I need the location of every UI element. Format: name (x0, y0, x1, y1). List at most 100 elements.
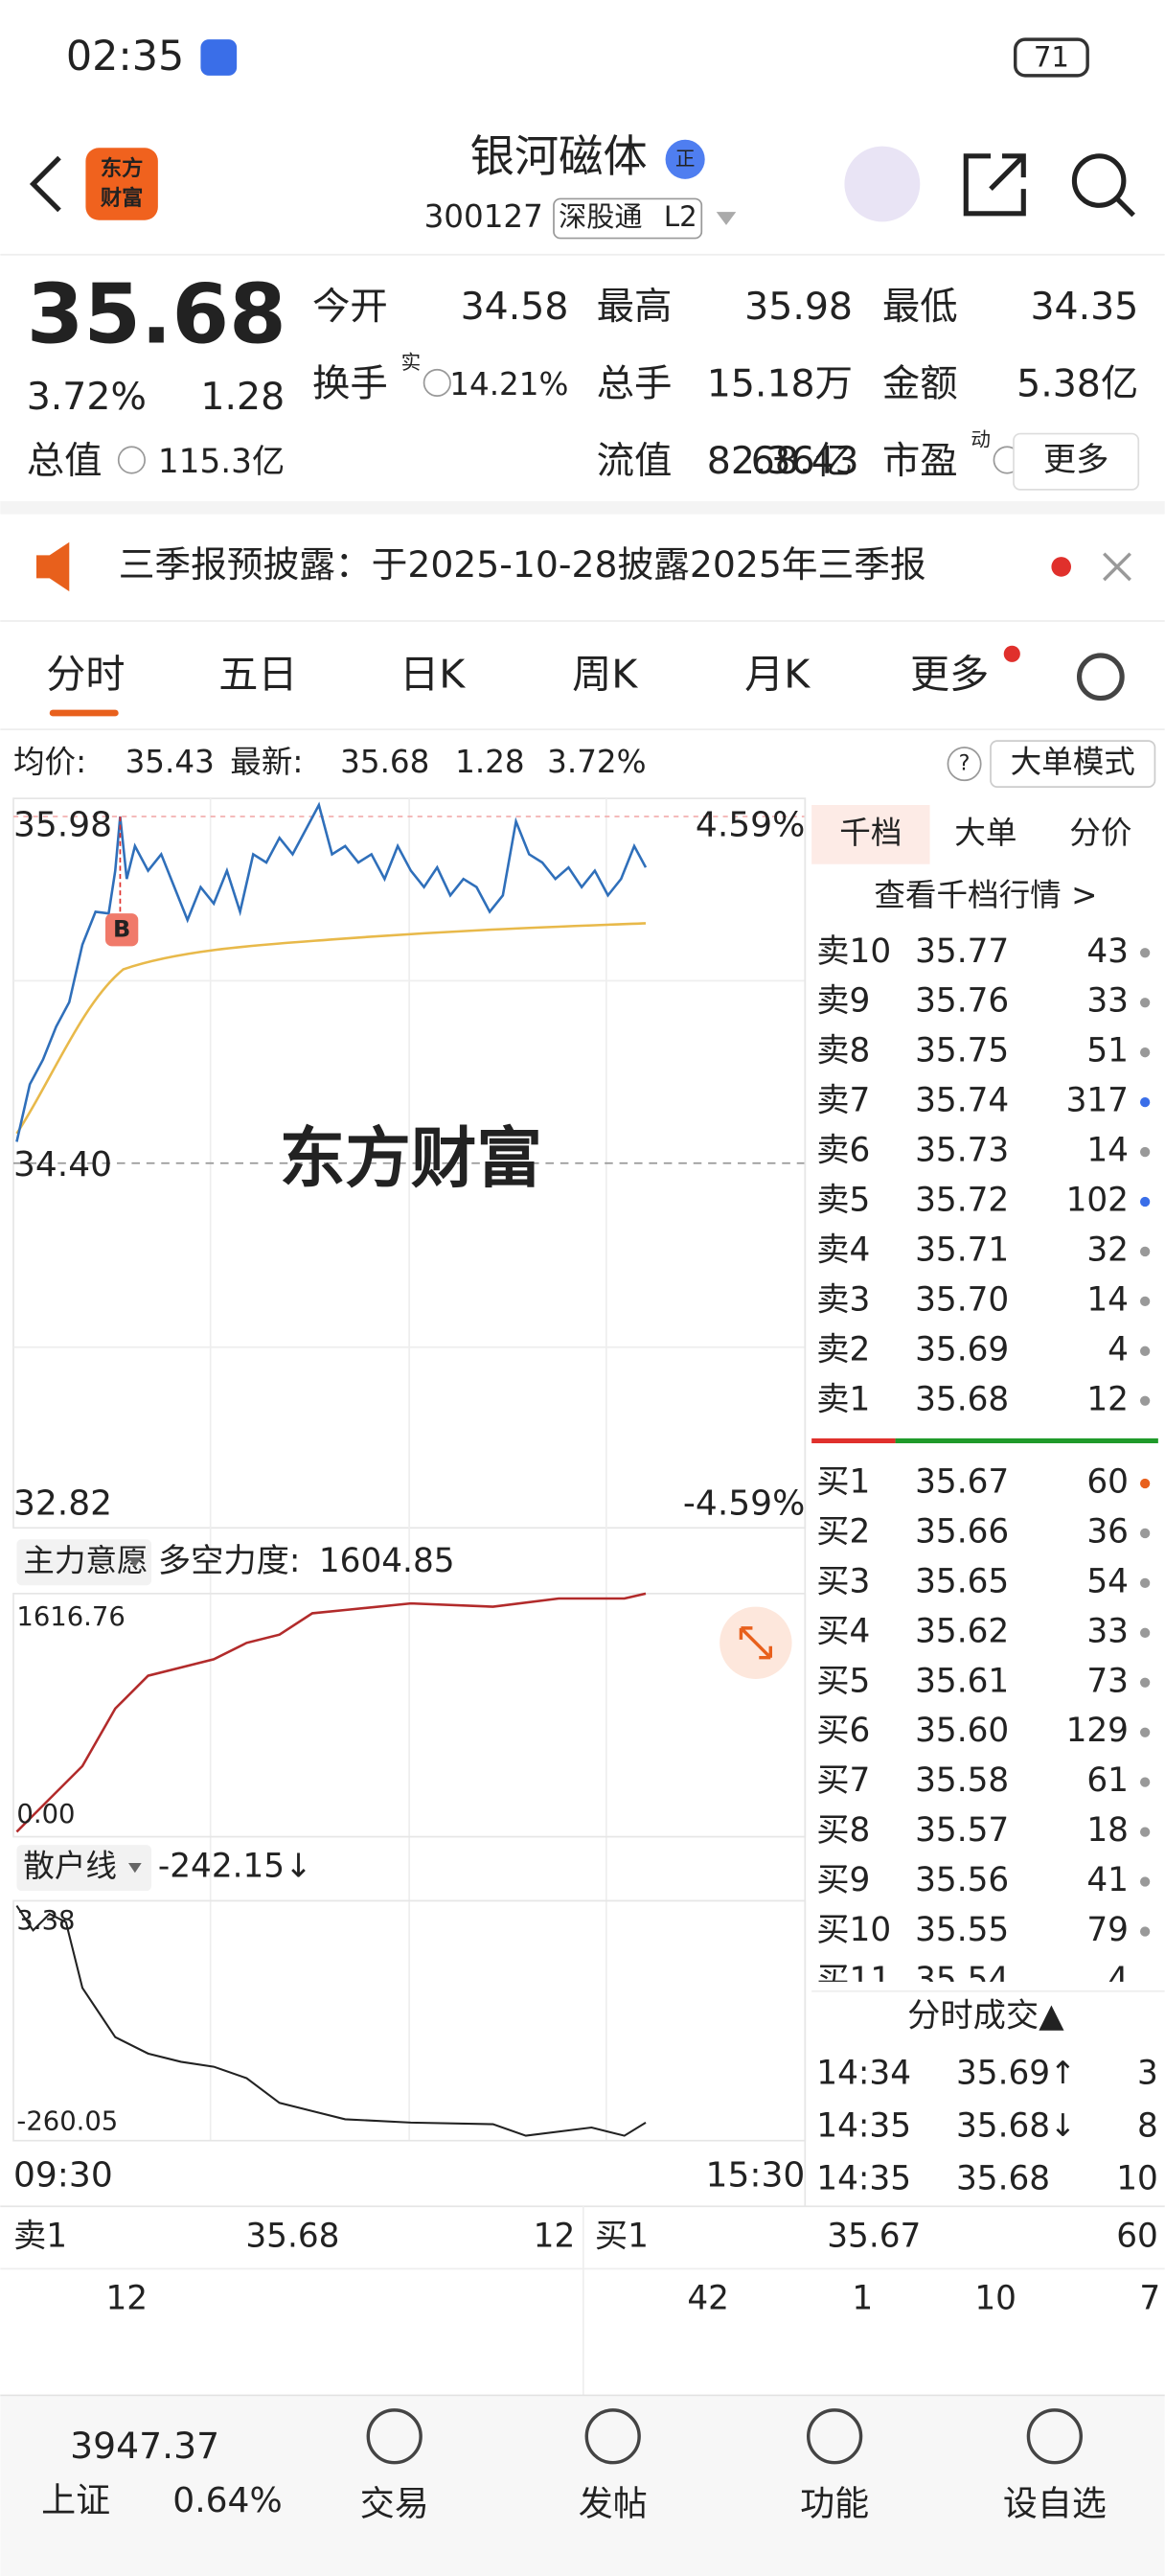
ask-price: 35.75 (915, 1032, 1009, 1070)
tag: L2 (664, 200, 697, 233)
field-value: 5.38亿 (1017, 361, 1138, 405)
bid-label: 买1 (816, 1463, 870, 1502)
indicator-min: 0.00 (16, 1800, 75, 1829)
tab[interactable]: 五日 (218, 651, 297, 697)
queue-volume: 1 (852, 2279, 873, 2317)
volume-dot (1140, 1096, 1151, 1108)
nav-icon[interactable] (366, 2408, 423, 2465)
nav-label[interactable]: 交易 (360, 2484, 429, 2523)
field-label: 最高 (597, 285, 673, 329)
field-label: 今开 (312, 285, 388, 329)
ask-volume: 43 (1086, 932, 1129, 971)
bid-label: 买9 (816, 1861, 870, 1899)
badge-text: 正 (675, 147, 696, 170)
field-value: 35.98 (744, 285, 853, 329)
close-icon[interactable] (1103, 552, 1131, 582)
ask-price: 35.74 (915, 1082, 1009, 1120)
trade-arrow: ↑ (1050, 2055, 1076, 2091)
field-value: 68.43 (751, 439, 859, 483)
bid-label: 买7 (816, 1761, 870, 1800)
queue-volume: 7 (1139, 2279, 1160, 2317)
ask-price: 35.71 (915, 1230, 1009, 1269)
trade-volume: 10 (1116, 2159, 1158, 2197)
field-value: 115.3亿 (158, 443, 285, 481)
tab[interactable]: 分时 (46, 651, 125, 697)
more-button (1013, 432, 1140, 491)
nav-icon[interactable] (807, 2408, 863, 2465)
avg-line (15, 922, 647, 1135)
field-label: 总手 (597, 361, 673, 405)
nav-icon[interactable] (584, 2408, 641, 2465)
tab[interactable]: 日K (400, 651, 466, 697)
volume-dot (1140, 1727, 1151, 1737)
tab[interactable]: 更多 (910, 651, 989, 697)
tab[interactable]: 月K (744, 651, 811, 697)
change: 1.28 (200, 375, 285, 419)
field-label: 金额 (882, 361, 958, 405)
tab-dot (1003, 645, 1020, 662)
bid-label: 买2 (816, 1512, 870, 1551)
mode-text: 大单模式 (1011, 744, 1135, 780)
book-tab[interactable]: 分价 (1069, 815, 1131, 851)
ask-price: 35.72 (915, 1182, 1009, 1220)
bid-price: 35.55 (915, 1911, 1009, 1949)
battery-level: 71 (1034, 41, 1069, 74)
book-link[interactable]: 查看千档行情 > (874, 877, 1097, 913)
bid-label: 买4 (816, 1612, 870, 1650)
bid-volume: 36 (1086, 1512, 1129, 1551)
nav-icon[interactable] (1026, 2408, 1083, 2465)
nav-label[interactable]: 发帖 (579, 2484, 648, 2523)
indicator-max: 3.38 (16, 1906, 75, 1936)
settings-icon[interactable] (1076, 653, 1125, 702)
latest-label: 最新: (230, 744, 303, 780)
volume-dot (1140, 1478, 1151, 1489)
volume-dot (1140, 1677, 1151, 1688)
help-text: ? (959, 751, 971, 776)
queue-volume: 12 (105, 2279, 148, 2317)
buy-marker-text: B (113, 915, 130, 942)
ask-volume: 33 (1086, 982, 1129, 1021)
bid-volume: 129 (1066, 1712, 1129, 1750)
logo (85, 148, 158, 220)
mode-button (990, 740, 1156, 788)
queue-volume: 10 (974, 2279, 1017, 2317)
bid-volume: 54 (1086, 1562, 1129, 1600)
nav-label[interactable]: 功能 (800, 2484, 869, 2523)
share-icon[interactable] (963, 153, 1026, 217)
volume-dot (1140, 1827, 1151, 1837)
trade-time: 14:34 (816, 2055, 911, 2093)
field-value: 34.35 (1030, 285, 1138, 329)
assistant-icon[interactable] (844, 146, 921, 222)
indicator-max: 1616.76 (16, 1602, 125, 1632)
volume-dot (1140, 1876, 1151, 1887)
volume-dot (1140, 1146, 1151, 1158)
search-icon[interactable] (1071, 153, 1127, 208)
indicator-min: -260.05 (16, 2106, 118, 2136)
bid-volume: 60 (1086, 1463, 1129, 1502)
nav-label[interactable]: 设自选 (1003, 2484, 1107, 2523)
bid-volume: 73 (1086, 1662, 1129, 1700)
ask-price: 35.76 (915, 982, 1009, 1021)
ask-volume: 14 (1086, 1280, 1129, 1319)
stock-code: 300127 (424, 198, 543, 235)
bid-volume: 61 (1086, 1761, 1129, 1800)
trade-time: 14:35 (816, 2106, 911, 2145)
bid-label: 买10 (816, 1911, 891, 1949)
ask-label: 卖3 (816, 1280, 870, 1319)
ask-volume: 14 (1086, 1132, 1129, 1170)
index-name: 上证 (41, 2481, 110, 2520)
book-tab[interactable]: 千档 (839, 815, 902, 851)
tab-active (811, 805, 930, 864)
axis-low-pct: -4.59% (683, 1484, 805, 1523)
trades-title: 分时成交▲ (907, 1997, 1064, 2036)
bid-volume: 18 (1086, 1811, 1129, 1850)
indicator-select (16, 1539, 151, 1586)
back-button[interactable] (29, 155, 61, 213)
ask-price: 35.68 (915, 1380, 1009, 1418)
book-tab[interactable]: 大单 (954, 815, 1017, 851)
tab[interactable]: 周K (572, 651, 638, 697)
indicator-value: -242.15↓ (158, 1848, 312, 1886)
